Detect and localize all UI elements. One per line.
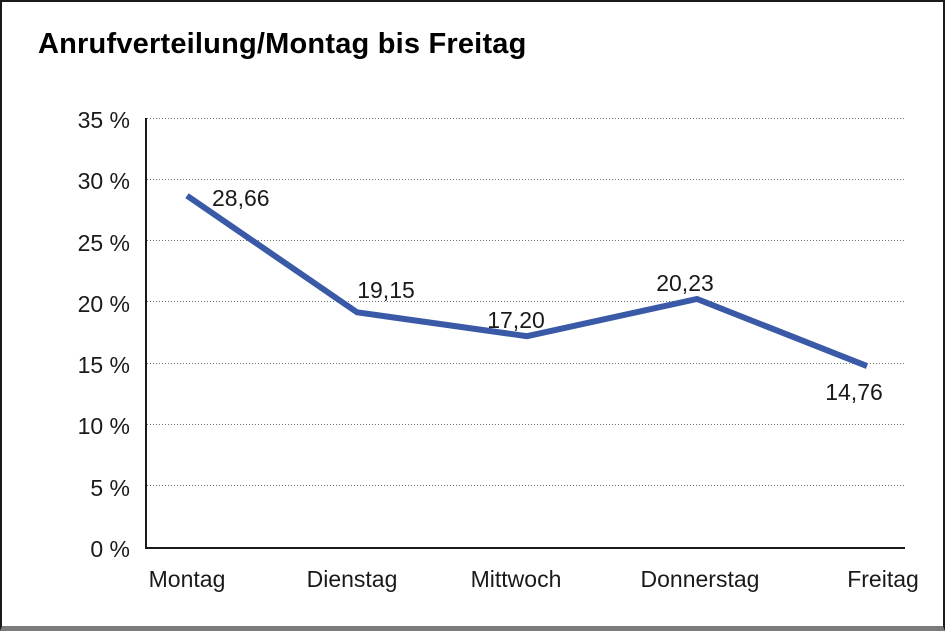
y-tick-label: 35 % (77, 107, 130, 133)
gridline (147, 485, 905, 487)
y-tick-label: 20 % (77, 290, 130, 317)
data-point-label: 28,66 (212, 184, 270, 211)
plot-area (145, 117, 905, 549)
y-tick-label: 0 % (90, 536, 130, 562)
data-point-label: 20,23 (656, 270, 714, 297)
gridline (147, 423, 905, 425)
chart-title: Anrufverteilung/Montag bis Freitag (38, 28, 527, 60)
y-tick-label: 5 % (90, 474, 130, 501)
y-tick-label: 10 % (77, 413, 130, 440)
gridline (147, 178, 905, 180)
x-axis-label: Dienstag (306, 566, 398, 592)
data-point-label: 14,76 (825, 379, 883, 406)
gridline (147, 240, 905, 242)
x-axis-label: Mittwoch (470, 566, 562, 592)
x-axis-label: Freitag (847, 566, 919, 592)
y-tick-label: 25 % (77, 229, 130, 256)
data-point-label: 19,15 (357, 277, 415, 304)
y-tick-label: 15 % (77, 352, 130, 379)
line-series (185, 193, 869, 369)
x-axis-label: Montag (148, 566, 226, 592)
gridline (147, 301, 905, 303)
x-axis-label: Donnerstag (640, 566, 760, 592)
gridline (147, 362, 905, 364)
gridline (147, 117, 905, 119)
y-tick-label: 30 % (77, 168, 130, 195)
line-chart-svg (185, 193, 869, 369)
data-point-label: 17,20 (487, 307, 545, 334)
